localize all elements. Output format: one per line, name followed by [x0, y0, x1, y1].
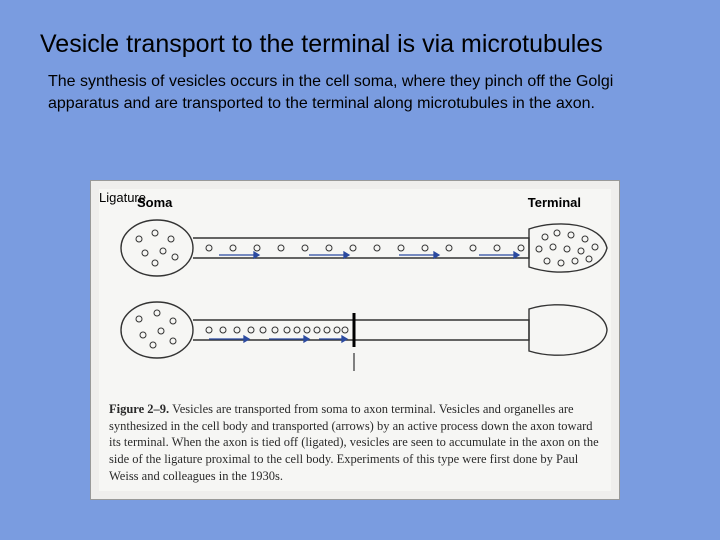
figure-panel: Soma Terminal	[90, 180, 620, 500]
label-terminal: Terminal	[528, 195, 581, 210]
figure-inner: Soma Terminal	[99, 189, 611, 491]
figure-caption-lead: Figure 2–9.	[109, 402, 169, 416]
label-soma: Soma	[137, 195, 172, 210]
figure-caption: Figure 2–9. Vesicles are transported fro…	[109, 401, 601, 485]
slide-title: Vesicle transport to the terminal is via…	[0, 0, 720, 71]
slide-body: The synthesis of vesicles occurs in the …	[0, 71, 720, 114]
neuron-top-diagram	[109, 213, 609, 283]
figure-caption-body: Vesicles are transported from soma to ax…	[109, 402, 599, 484]
neuron-bottom-diagram	[109, 295, 609, 385]
